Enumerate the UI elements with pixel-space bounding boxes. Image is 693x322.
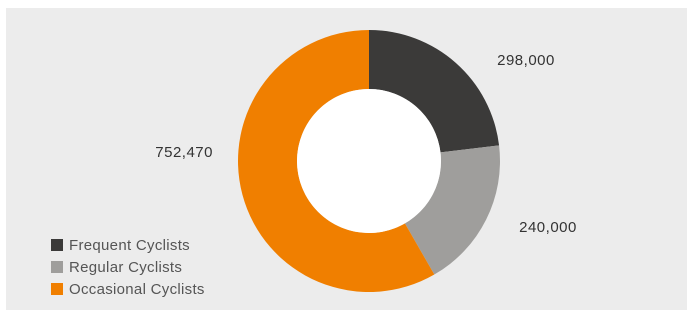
value-label-regular: 240,000 [519, 219, 577, 236]
legend-label-occasional: Occasional Cyclists [69, 280, 205, 298]
value-label-frequent: 298,000 [497, 52, 555, 69]
donut-hole [297, 89, 441, 233]
slice-occasional [238, 30, 435, 292]
slice-regular [404, 145, 500, 275]
legend-swatch-occasional [51, 283, 63, 295]
chart-legend: Frequent Cyclists Regular Cyclists Occas… [51, 234, 205, 300]
legend-label-regular: Regular Cyclists [69, 258, 183, 276]
legend-item-frequent: Frequent Cyclists [51, 234, 205, 256]
slice-frequent [369, 30, 500, 153]
legend-swatch-regular [51, 261, 63, 273]
legend-item-occasional: Occasional Cyclists [51, 278, 205, 300]
legend-item-regular: Regular Cyclists [51, 256, 205, 278]
legend-label-frequent: Frequent Cyclists [69, 236, 190, 254]
value-label-occasional: 752,470 [155, 144, 213, 161]
legend-swatch-frequent [51, 239, 63, 251]
